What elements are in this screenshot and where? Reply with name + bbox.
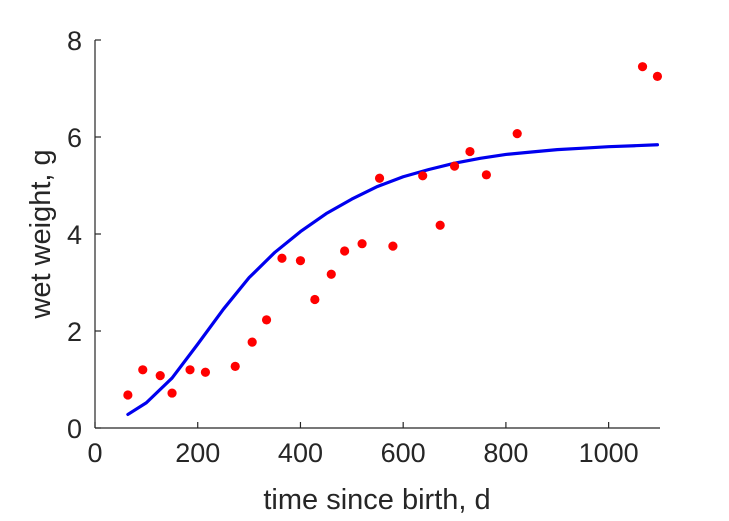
data-point bbox=[435, 220, 445, 230]
data-point bbox=[512, 129, 522, 139]
x-tick-label: 1000 bbox=[579, 438, 639, 468]
data-point bbox=[374, 173, 385, 183]
y-tick-label: 0 bbox=[67, 414, 82, 444]
data-point bbox=[185, 365, 195, 375]
data-point bbox=[388, 241, 398, 251]
tick-labels: 0 200 400 600 800 1000 0 2 4 6 8 bbox=[67, 26, 639, 468]
data-point bbox=[230, 361, 240, 372]
data-point bbox=[326, 269, 336, 279]
data-point bbox=[138, 365, 148, 375]
data-point bbox=[449, 161, 460, 171]
data-point bbox=[123, 390, 133, 400]
data-point bbox=[652, 71, 663, 81]
y-tick-label: 8 bbox=[67, 26, 82, 56]
data-point bbox=[167, 388, 177, 398]
data-point bbox=[200, 367, 211, 377]
data-point bbox=[340, 246, 350, 256]
plot-area bbox=[123, 62, 663, 417]
data-point bbox=[261, 315, 272, 325]
x-tick-label: 800 bbox=[483, 438, 528, 468]
data-point bbox=[247, 337, 257, 347]
x-tick-label: 600 bbox=[381, 438, 426, 468]
data-point bbox=[295, 256, 306, 266]
ticks bbox=[94, 39, 610, 429]
data-point bbox=[357, 239, 367, 249]
x-tick-label: 400 bbox=[278, 438, 323, 468]
data-point bbox=[465, 146, 475, 157]
data-point bbox=[310, 294, 320, 305]
data-point bbox=[155, 371, 165, 381]
x-tick-label: 200 bbox=[175, 438, 220, 468]
y-axis-label: wet weight, g bbox=[25, 149, 57, 319]
x-axis-label: time since birth, d bbox=[263, 484, 490, 516]
data-point bbox=[418, 171, 428, 181]
x-tick-label: 0 bbox=[87, 438, 102, 468]
data-point bbox=[481, 170, 491, 180]
fit-curve-line bbox=[126, 143, 660, 417]
y-tick-label: 4 bbox=[67, 220, 82, 250]
data-point bbox=[277, 253, 287, 263]
data-point bbox=[637, 62, 648, 72]
y-tick-label: 6 bbox=[67, 123, 82, 153]
y-tick-label: 2 bbox=[67, 317, 82, 347]
